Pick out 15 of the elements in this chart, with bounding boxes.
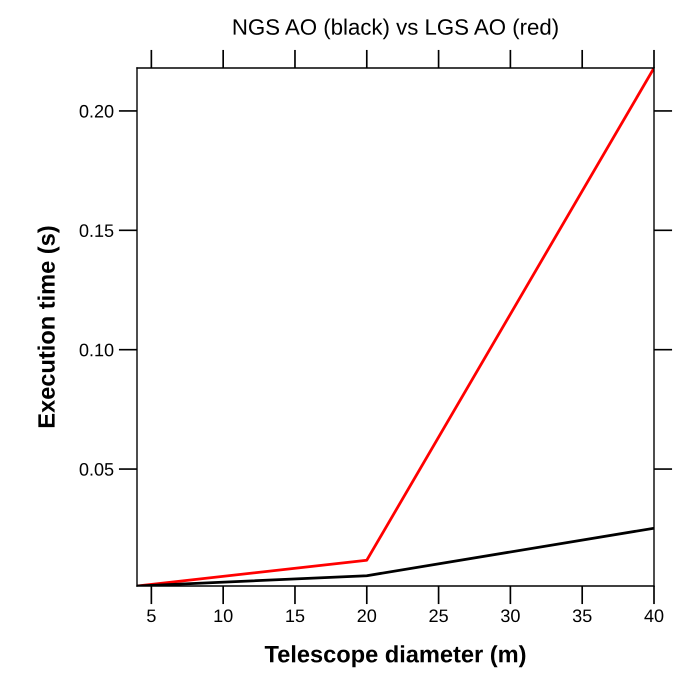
x-tick-label: 40 [644,609,664,622]
x-tick-label: 5 [147,610,156,622]
x-tick-label: 30 [501,609,520,622]
x-tick-label: 20 [358,609,376,622]
x-axis-title: Telescope diameter (m) [264,645,526,668]
x-tick-label: 15 [286,610,304,622]
x-tick-label: 25 [429,609,448,622]
x-tick-label: 10 [214,609,233,622]
y-tick-label: 0.10 [80,344,114,356]
y-axis-title: Execution time (s) [37,226,60,428]
y-tick-label: 0.20 [80,104,114,118]
chart-title: NGS AO (black) vs LGS AO (red) [234,18,558,40]
y-tick-label: 0.05 [80,462,114,476]
y-tick-label: 0.15 [80,224,114,238]
x-tick-label: 35 [572,609,592,622]
